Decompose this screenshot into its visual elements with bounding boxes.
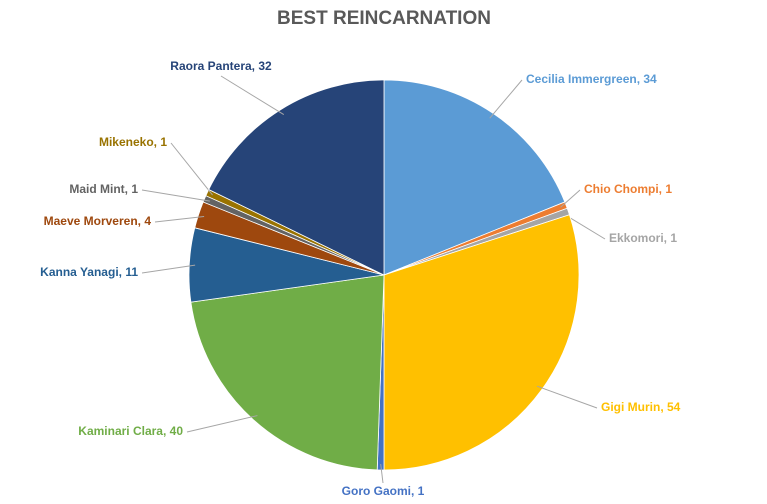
- data-label: Kanna Yanagi, 11: [40, 265, 138, 279]
- data-label: Gigi Murin, 54: [601, 400, 681, 414]
- leader-line: [220, 75, 285, 116]
- data-label: Chio Chompi, 1: [584, 182, 672, 196]
- leader-line: [170, 142, 213, 196]
- leader-line: [560, 189, 581, 208]
- leader-line: [186, 415, 258, 433]
- pie-slice: [190, 274, 385, 471]
- leader-line: [380, 464, 384, 484]
- pie-slice: [383, 79, 566, 276]
- pie-slice: [208, 79, 385, 276]
- data-label: Mikeneko, 1: [99, 135, 167, 149]
- chart-title: BEST REINCARNATION: [277, 8, 491, 29]
- leader-line: [489, 79, 523, 119]
- leader-line: [536, 385, 598, 409]
- data-label: Raora Pantera, 32: [170, 59, 272, 73]
- data-label: Goro Gaomi, 1: [342, 484, 425, 498]
- data-label: Maid Mint, 1: [69, 182, 138, 196]
- leader-line: [141, 264, 196, 274]
- leader-line: [154, 216, 205, 223]
- pie-slice: [383, 214, 580, 471]
- leader-line: [141, 189, 210, 202]
- data-label: Ekkomori, 1: [609, 231, 677, 245]
- data-label: Kaminari Clara, 40: [78, 424, 183, 438]
- data-label: Cecilia Immergreen, 34: [526, 72, 657, 86]
- data-label: Maeve Morveren, 4: [44, 214, 152, 228]
